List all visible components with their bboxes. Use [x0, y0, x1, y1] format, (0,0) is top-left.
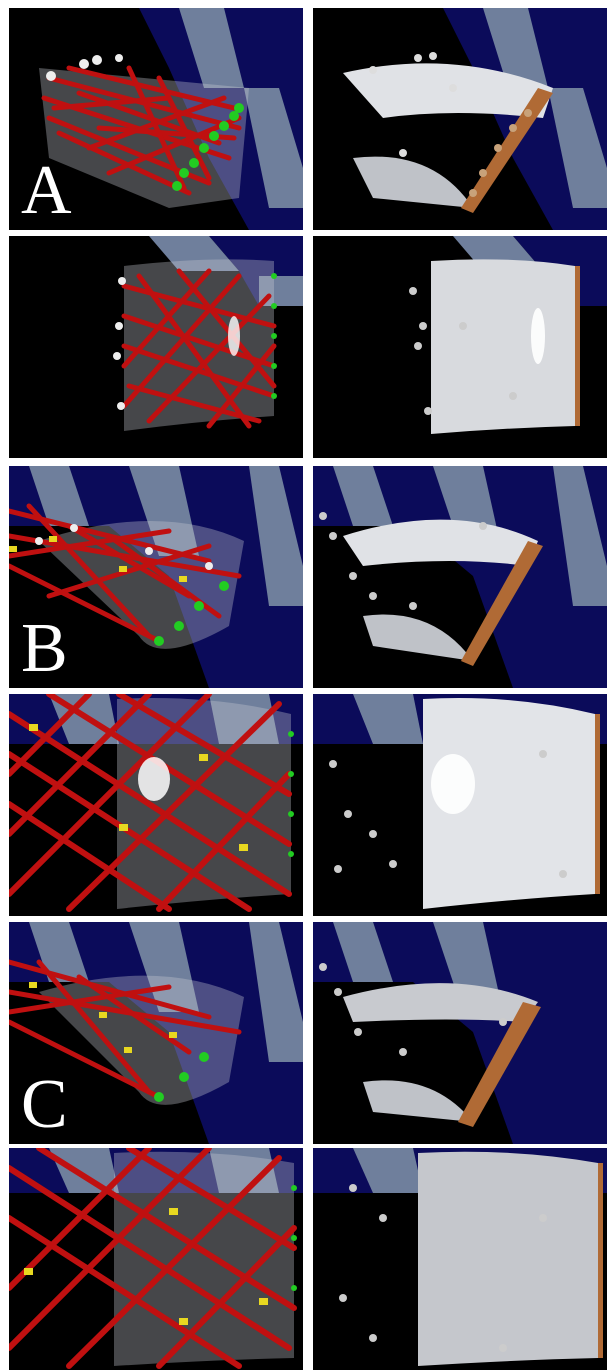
panel-b-top-right — [313, 466, 607, 688]
panel-b-bottom-right — [313, 694, 607, 916]
green-spheres — [172, 103, 244, 191]
panel-label-b: B — [21, 610, 68, 687]
panel-c-top-right — [313, 922, 607, 1144]
panel-c-top-left: C — [9, 922, 303, 1144]
panel-a-top-right — [313, 8, 607, 230]
panel-a-top-left: A — [9, 8, 303, 230]
panel-a-bottom-left — [9, 236, 303, 458]
panel-label-a: A — [21, 152, 72, 229]
panel-c-bottom-left — [9, 1148, 303, 1370]
panel-a-bottom-right — [313, 236, 607, 458]
panel-label-c: C — [21, 1066, 68, 1143]
panel-b-bottom-left — [9, 694, 303, 916]
panel-b-top-left: B — [9, 466, 303, 688]
panel-c-bottom-right — [313, 1148, 607, 1370]
